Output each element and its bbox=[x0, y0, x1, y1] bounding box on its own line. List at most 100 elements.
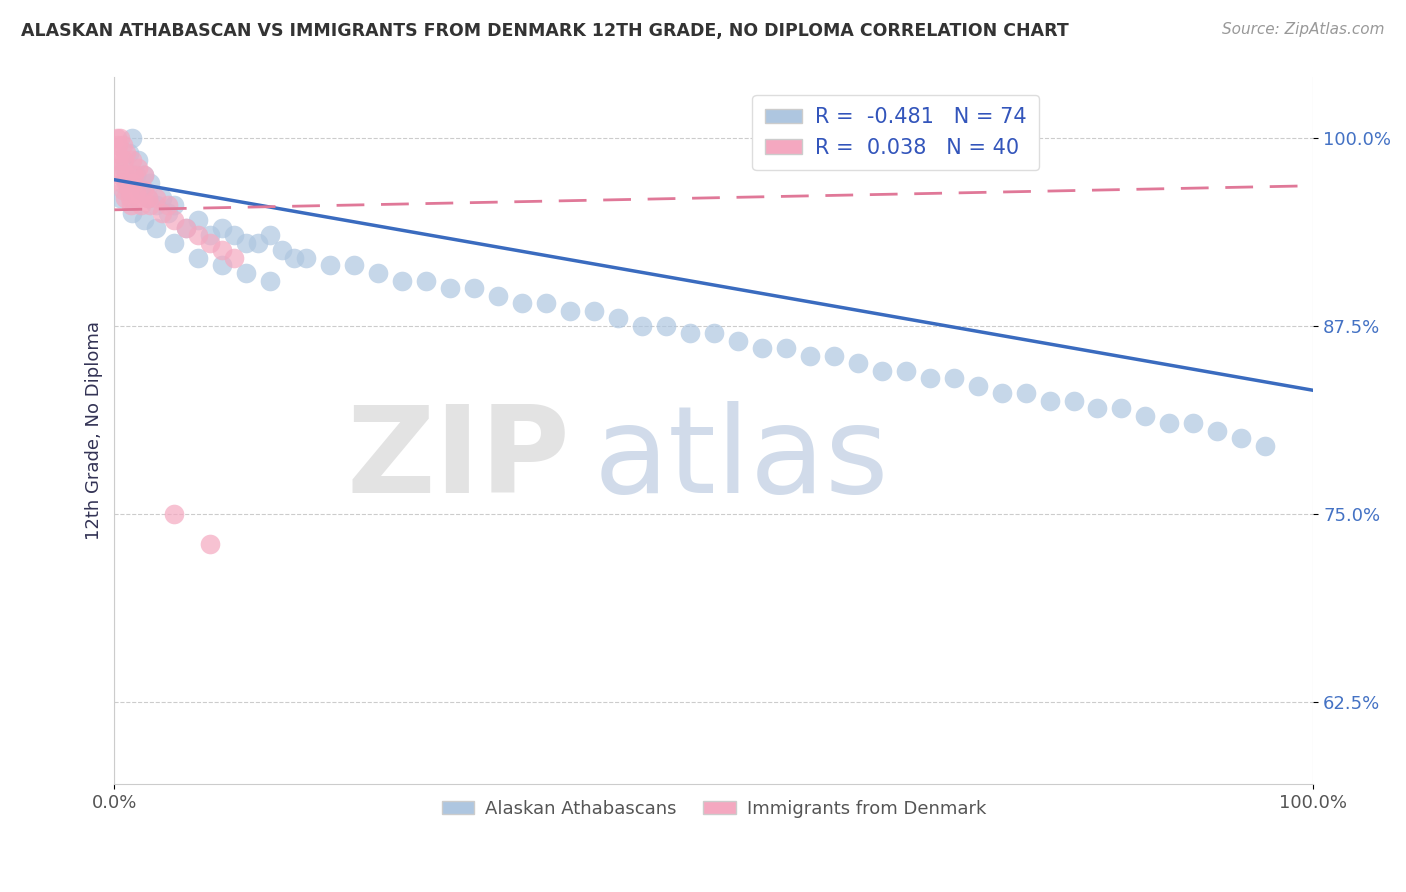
Point bbox=[121, 153, 143, 168]
Legend: Alaskan Athabascans, Immigrants from Denmark: Alaskan Athabascans, Immigrants from Den… bbox=[434, 792, 994, 825]
Point bbox=[115, 176, 138, 190]
Point bbox=[439, 281, 461, 295]
Point bbox=[121, 206, 143, 220]
Point bbox=[894, 364, 917, 378]
Point bbox=[918, 371, 941, 385]
Point bbox=[990, 386, 1012, 401]
Point bbox=[150, 206, 173, 220]
Point bbox=[1182, 417, 1205, 431]
Point bbox=[823, 349, 845, 363]
Point bbox=[510, 296, 533, 310]
Point bbox=[118, 183, 141, 197]
Point bbox=[105, 130, 128, 145]
Point bbox=[966, 379, 988, 393]
Point bbox=[486, 288, 509, 302]
Point bbox=[134, 213, 156, 227]
Point bbox=[415, 273, 437, 287]
Point bbox=[111, 183, 134, 197]
Point bbox=[679, 326, 702, 340]
Point bbox=[211, 220, 233, 235]
Point bbox=[187, 228, 209, 243]
Point bbox=[367, 266, 389, 280]
Text: ALASKAN ATHABASCAN VS IMMIGRANTS FROM DENMARK 12TH GRADE, NO DIPLOMA CORRELATION: ALASKAN ATHABASCAN VS IMMIGRANTS FROM DE… bbox=[21, 22, 1069, 40]
Point bbox=[139, 198, 162, 212]
Point bbox=[224, 251, 246, 265]
Point bbox=[200, 228, 222, 243]
Point bbox=[125, 168, 148, 182]
Point bbox=[114, 191, 136, 205]
Point bbox=[120, 198, 142, 212]
Point bbox=[107, 153, 129, 168]
Point bbox=[224, 228, 246, 243]
Point bbox=[110, 191, 132, 205]
Point bbox=[1038, 393, 1060, 408]
Point bbox=[111, 138, 134, 153]
Point bbox=[105, 145, 128, 160]
Point bbox=[235, 235, 257, 250]
Point bbox=[117, 176, 139, 190]
Text: atlas: atlas bbox=[593, 401, 890, 517]
Point bbox=[247, 235, 270, 250]
Point bbox=[343, 259, 366, 273]
Point bbox=[799, 349, 821, 363]
Point bbox=[176, 220, 198, 235]
Text: ZIP: ZIP bbox=[346, 401, 569, 517]
Point bbox=[110, 168, 132, 182]
Point bbox=[157, 206, 180, 220]
Point bbox=[110, 130, 132, 145]
Point bbox=[1206, 424, 1229, 438]
Point bbox=[107, 138, 129, 153]
Point bbox=[122, 168, 145, 182]
Point bbox=[211, 259, 233, 273]
Point bbox=[115, 145, 138, 160]
Point bbox=[121, 176, 143, 190]
Point bbox=[127, 191, 149, 205]
Point bbox=[163, 198, 186, 212]
Point bbox=[1254, 439, 1277, 453]
Point bbox=[391, 273, 413, 287]
Point bbox=[703, 326, 725, 340]
Point bbox=[163, 507, 186, 521]
Point bbox=[112, 161, 135, 175]
Point bbox=[134, 168, 156, 182]
Point bbox=[1159, 417, 1181, 431]
Point bbox=[129, 183, 152, 197]
Point bbox=[582, 303, 605, 318]
Point bbox=[846, 356, 869, 370]
Point bbox=[259, 273, 281, 287]
Point bbox=[136, 191, 159, 205]
Point bbox=[751, 341, 773, 355]
Point bbox=[108, 161, 131, 175]
Point bbox=[145, 198, 167, 212]
Point bbox=[1063, 393, 1085, 408]
Point bbox=[606, 311, 628, 326]
Point bbox=[110, 176, 132, 190]
Point bbox=[558, 303, 581, 318]
Point bbox=[1111, 401, 1133, 416]
Point bbox=[150, 191, 173, 205]
Y-axis label: 12th Grade, No Diploma: 12th Grade, No Diploma bbox=[86, 321, 103, 541]
Point bbox=[125, 183, 148, 197]
Point bbox=[942, 371, 965, 385]
Point bbox=[235, 266, 257, 280]
Point bbox=[187, 251, 209, 265]
Point bbox=[145, 220, 167, 235]
Point bbox=[145, 191, 167, 205]
Point bbox=[295, 251, 318, 265]
Point bbox=[118, 145, 141, 160]
Point bbox=[157, 198, 180, 212]
Point bbox=[115, 168, 138, 182]
Point bbox=[139, 176, 162, 190]
Point bbox=[127, 153, 149, 168]
Point bbox=[134, 183, 156, 197]
Point bbox=[176, 220, 198, 235]
Point bbox=[775, 341, 797, 355]
Point bbox=[259, 228, 281, 243]
Point bbox=[163, 235, 186, 250]
Point bbox=[127, 161, 149, 175]
Point bbox=[631, 318, 654, 333]
Point bbox=[1087, 401, 1109, 416]
Point bbox=[283, 251, 305, 265]
Point bbox=[1135, 409, 1157, 423]
Point bbox=[727, 334, 749, 348]
